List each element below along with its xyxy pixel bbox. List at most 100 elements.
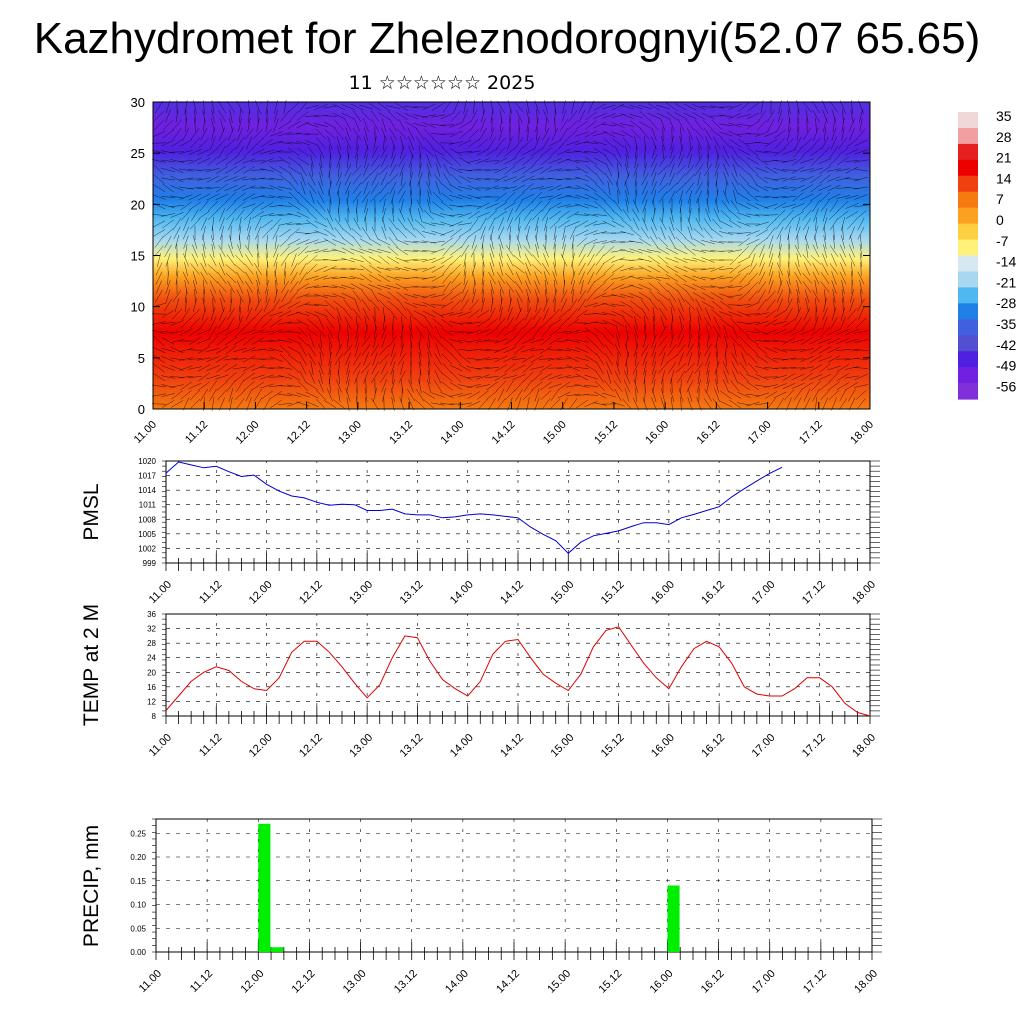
wind-barb [323, 105, 337, 109]
wind-barb [202, 109, 206, 123]
wind-barb [314, 104, 328, 110]
wind-barb [745, 313, 761, 315]
wind-barb [184, 289, 188, 303]
wind-barb [350, 248, 364, 254]
wind-barb [820, 146, 830, 158]
wind-barb [318, 379, 324, 393]
wind-barb [344, 163, 352, 177]
wind-barb [602, 148, 616, 156]
wind-barb [540, 381, 552, 391]
wind-barb [209, 388, 217, 402]
wind-barb [314, 123, 328, 127]
wind-barb [397, 182, 407, 194]
wind-barb [801, 138, 813, 148]
wind-barb [210, 235, 216, 249]
wind-barb [289, 182, 299, 194]
wind-barb [508, 298, 512, 312]
wind-barb [408, 208, 414, 222]
precip-bar [667, 885, 680, 952]
wind-barb [216, 165, 228, 175]
wind-barb [567, 129, 579, 139]
wind-barb [585, 327, 597, 337]
wind-barb [791, 166, 805, 174]
wind-barb [314, 220, 328, 228]
wind-barb [431, 248, 445, 254]
wind-barb [290, 271, 298, 285]
x-tick-label: 18.00 [850, 579, 878, 607]
wind-barb [540, 336, 552, 346]
wind-barb [192, 244, 198, 258]
wind-barb [434, 370, 442, 384]
wind-barb [716, 369, 718, 385]
wind-barb [854, 330, 868, 334]
wind-barb [532, 308, 542, 320]
wind-barb [668, 190, 676, 204]
colorbar-label: -14 [996, 254, 1016, 270]
wind-barb [210, 136, 216, 150]
wind-barb [595, 254, 605, 266]
wind-barb [803, 307, 811, 321]
wind-barb [484, 169, 500, 171]
wind-barb [697, 325, 701, 339]
wind-barb [540, 390, 552, 400]
wind-barb [827, 337, 841, 345]
wind-barb [839, 244, 847, 258]
wind-barb [296, 157, 310, 165]
wind-barb [731, 172, 739, 186]
wind-barb [435, 181, 441, 195]
wind-barb [730, 380, 740, 392]
wind-barb [499, 298, 503, 312]
wind-barb [661, 388, 665, 402]
wind-barb [728, 285, 742, 289]
wind-barb [692, 292, 706, 300]
wind-barb [217, 281, 227, 293]
wind-barb [333, 300, 345, 310]
wind-barb [548, 184, 562, 192]
wind-barb [481, 253, 485, 267]
wind-barb [162, 183, 174, 193]
wind-barb [701, 239, 715, 245]
wind-barb [854, 149, 868, 155]
wind-barb [575, 384, 589, 388]
wind-barb [470, 118, 478, 132]
wind-barb [524, 307, 532, 321]
wind-barb [481, 298, 485, 312]
wind-barb [773, 391, 787, 399]
wind-barb [596, 361, 604, 375]
wind-barb [320, 334, 322, 348]
wind-barb [287, 301, 301, 309]
wind-barb [530, 366, 544, 370]
wind-barb [219, 307, 225, 321]
wind-barb [152, 372, 166, 382]
wind-barb [755, 402, 769, 406]
wind-barb [715, 154, 719, 168]
wind-barb [208, 380, 218, 392]
wind-barb [296, 293, 310, 299]
wind-barb [536, 108, 538, 124]
wind-barb [226, 254, 236, 266]
wind-barb [739, 182, 749, 194]
wind-barb [737, 402, 751, 406]
colorbar-swatch [958, 207, 978, 225]
wind-barb [161, 150, 175, 154]
wind-barb [530, 166, 544, 174]
y-tick-label: 32 [147, 625, 156, 634]
wind-barb [802, 254, 812, 266]
wind-barb [697, 352, 701, 366]
wind-barb [728, 294, 742, 298]
wind-barb [683, 274, 697, 282]
wind-barb [268, 160, 284, 162]
wind-barb [857, 226, 865, 240]
wind-barb [660, 352, 666, 366]
wind-barb [494, 364, 508, 372]
wind-barb [849, 127, 855, 141]
wind-barb [224, 166, 238, 174]
wind-barb [206, 347, 220, 353]
wind-barb [677, 154, 685, 168]
wind-barb [433, 362, 443, 374]
wind-barb [768, 244, 774, 258]
wind-barb [624, 370, 630, 384]
wind-barb [755, 141, 769, 145]
wind-barb [810, 155, 822, 167]
